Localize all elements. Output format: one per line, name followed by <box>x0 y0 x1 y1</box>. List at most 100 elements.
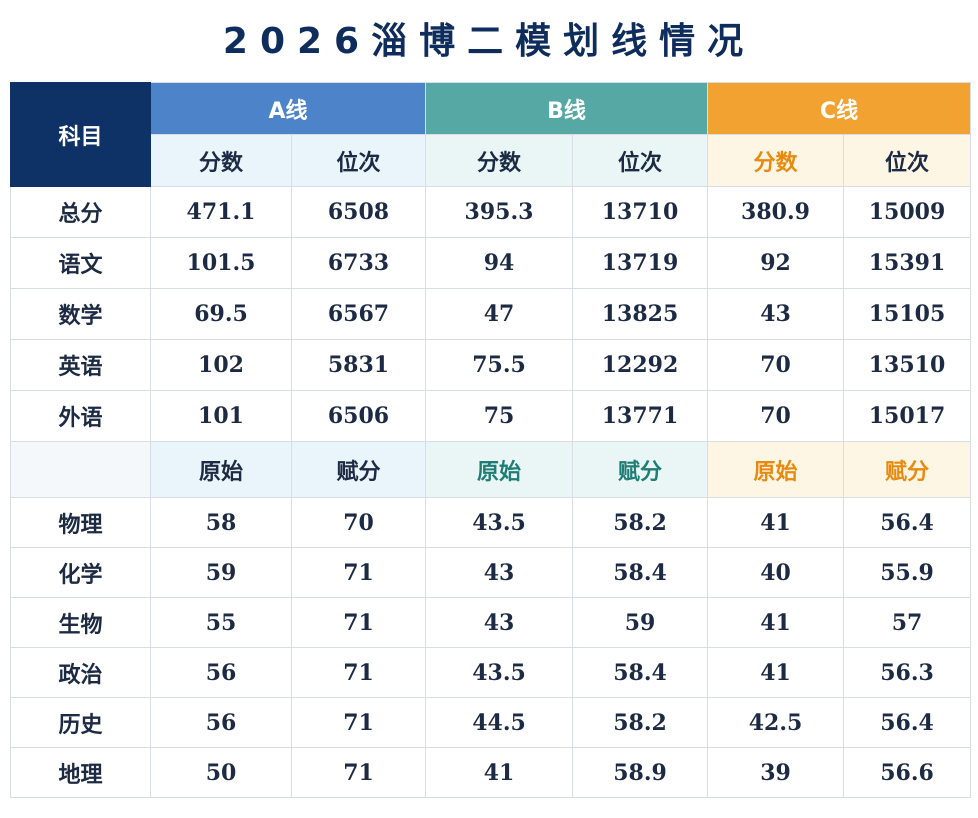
c-raw-cell: 41 <box>707 497 844 548</box>
c-score-cell: 92 <box>707 237 844 289</box>
table-row: 政治 56 71 43.5 58.4 41 56.3 <box>10 647 971 698</box>
table-row: 数学 69.5 6567 47 13825 43 15105 <box>10 288 971 340</box>
a-line-header: A线 <box>150 82 426 135</box>
table-row: 物理 58 70 43.5 58.2 41 56.4 <box>10 497 971 548</box>
c-assigned-cell: 56.6 <box>843 747 971 798</box>
b-assigned-cell: 59 <box>572 597 708 648</box>
a-rank-cell: 6733 <box>291 237 426 289</box>
a-rank-cell: 6508 <box>291 186 426 238</box>
c-assigned-cell: 56.4 <box>843 497 971 548</box>
b-assigned-cell: 58.4 <box>572 547 708 598</box>
b-raw-header: 原始 <box>425 441 573 498</box>
a-raw-cell: 55 <box>150 597 292 648</box>
a-assigned-cell: 71 <box>291 547 426 598</box>
b-line-header: B线 <box>425 82 708 135</box>
c-raw-cell: 41 <box>707 597 844 648</box>
subject-cell: 总分 <box>10 186 151 238</box>
blank-header-cell <box>10 441 151 498</box>
c-score-cell: 43 <box>707 288 844 340</box>
a-raw-cell: 58 <box>150 497 292 548</box>
b-assigned-cell: 58.4 <box>572 647 708 698</box>
table-row: 生物 55 71 43 59 41 57 <box>10 597 971 648</box>
c-score-cell: 380.9 <box>707 186 844 238</box>
a-score-cell: 471.1 <box>150 186 292 238</box>
b-rank-cell: 13825 <box>572 288 708 340</box>
table-row: 化学 59 71 43 58.4 40 55.9 <box>10 547 971 598</box>
subject-cell: 英语 <box>10 339 151 391</box>
c-rank-header: 位次 <box>843 134 971 187</box>
a-raw-cell: 56 <box>150 647 292 698</box>
a-raw-cell: 56 <box>150 697 292 748</box>
b-raw-cell: 43 <box>425 547 573 598</box>
b-score-cell: 75 <box>425 390 573 442</box>
c-assigned-cell: 56.4 <box>843 697 971 748</box>
subject-cell: 生物 <box>10 597 151 648</box>
subject-cell: 外语 <box>10 390 151 442</box>
a-score-cell: 69.5 <box>150 288 292 340</box>
a-assigned-cell: 70 <box>291 497 426 548</box>
subject-column-header: 科目 <box>10 82 151 187</box>
c-assigned-cell: 55.9 <box>843 547 971 598</box>
b-score-cell: 75.5 <box>425 339 573 391</box>
b-assigned-cell: 58.2 <box>572 697 708 748</box>
subject-cell: 语文 <box>10 237 151 289</box>
b-raw-cell: 44.5 <box>425 697 573 748</box>
c-score-cell: 70 <box>707 390 844 442</box>
c-raw-header: 原始 <box>707 441 844 498</box>
table-row: 总分 471.1 6508 395.3 13710 380.9 15009 <box>10 186 971 238</box>
table-row: 地理 50 71 41 58.9 39 56.6 <box>10 747 971 798</box>
c-rank-cell: 15017 <box>843 390 971 442</box>
b-rank-header: 位次 <box>572 134 708 187</box>
page-title: 2026淄博二模划线情况 <box>222 21 756 62</box>
c-raw-cell: 42.5 <box>707 697 844 748</box>
a-assigned-cell: 71 <box>291 597 426 648</box>
a-assigned-cell: 71 <box>291 697 426 748</box>
a-rank-cell: 6506 <box>291 390 426 442</box>
a-rank-header: 位次 <box>291 134 426 187</box>
subject-cell: 历史 <box>10 697 151 748</box>
c-rank-cell: 15009 <box>843 186 971 238</box>
b-assigned-header: 赋分 <box>572 441 708 498</box>
a-raw-cell: 50 <box>150 747 292 798</box>
header-row-lines: 科目 A线 B线 C线 <box>10 82 971 187</box>
b-raw-cell: 43.5 <box>425 497 573 548</box>
table-row: 语文 101.5 6733 94 13719 92 15391 <box>10 237 971 289</box>
b-assigned-cell: 58.2 <box>572 497 708 548</box>
c-rank-cell: 15105 <box>843 288 971 340</box>
b-score-header: 分数 <box>425 134 573 187</box>
c-score-header: 分数 <box>707 134 844 187</box>
a-assigned-cell: 71 <box>291 747 426 798</box>
c-assigned-header: 赋分 <box>843 441 971 498</box>
table-row: 英语 102 5831 75.5 12292 70 13510 <box>10 339 971 391</box>
b-rank-cell: 12292 <box>572 339 708 391</box>
b-rank-cell: 13719 <box>572 237 708 289</box>
subject-cell: 物理 <box>10 497 151 548</box>
c-line-header: C线 <box>707 82 971 135</box>
b-raw-cell: 41 <box>425 747 573 798</box>
c-raw-cell: 40 <box>707 547 844 598</box>
c-rank-cell: 13510 <box>843 339 971 391</box>
subject-cell: 政治 <box>10 647 151 698</box>
header-row-subcolumns: 分数 位次 分数 位次 分数 位次 <box>11 134 971 187</box>
a-rank-cell: 6567 <box>291 288 426 340</box>
a-assigned-cell: 71 <box>291 647 426 698</box>
a-score-cell: 101.5 <box>150 237 292 289</box>
c-rank-cell: 15391 <box>843 237 971 289</box>
subject-cell: 地理 <box>10 747 151 798</box>
b-rank-cell: 13771 <box>572 390 708 442</box>
table-row: 历史 56 71 44.5 58.2 42.5 56.4 <box>10 697 971 748</box>
b-rank-cell: 13710 <box>572 186 708 238</box>
score-table: 科目 A线 B线 C线 分数 位次 分数 位次 分数 位次 总分 471.1 6… <box>10 82 971 798</box>
a-raw-cell: 59 <box>150 547 292 598</box>
b-assigned-cell: 58.9 <box>572 747 708 798</box>
a-raw-header: 原始 <box>150 441 292 498</box>
c-score-cell: 70 <box>707 339 844 391</box>
table-row: 外语 101 6506 75 13771 70 15017 <box>10 390 971 442</box>
b-raw-cell: 43 <box>425 597 573 648</box>
b-score-cell: 395.3 <box>425 186 573 238</box>
c-raw-cell: 41 <box>707 647 844 698</box>
b-raw-cell: 43.5 <box>425 647 573 698</box>
a-score-cell: 102 <box>150 339 292 391</box>
b-score-cell: 47 <box>425 288 573 340</box>
c-raw-cell: 39 <box>707 747 844 798</box>
